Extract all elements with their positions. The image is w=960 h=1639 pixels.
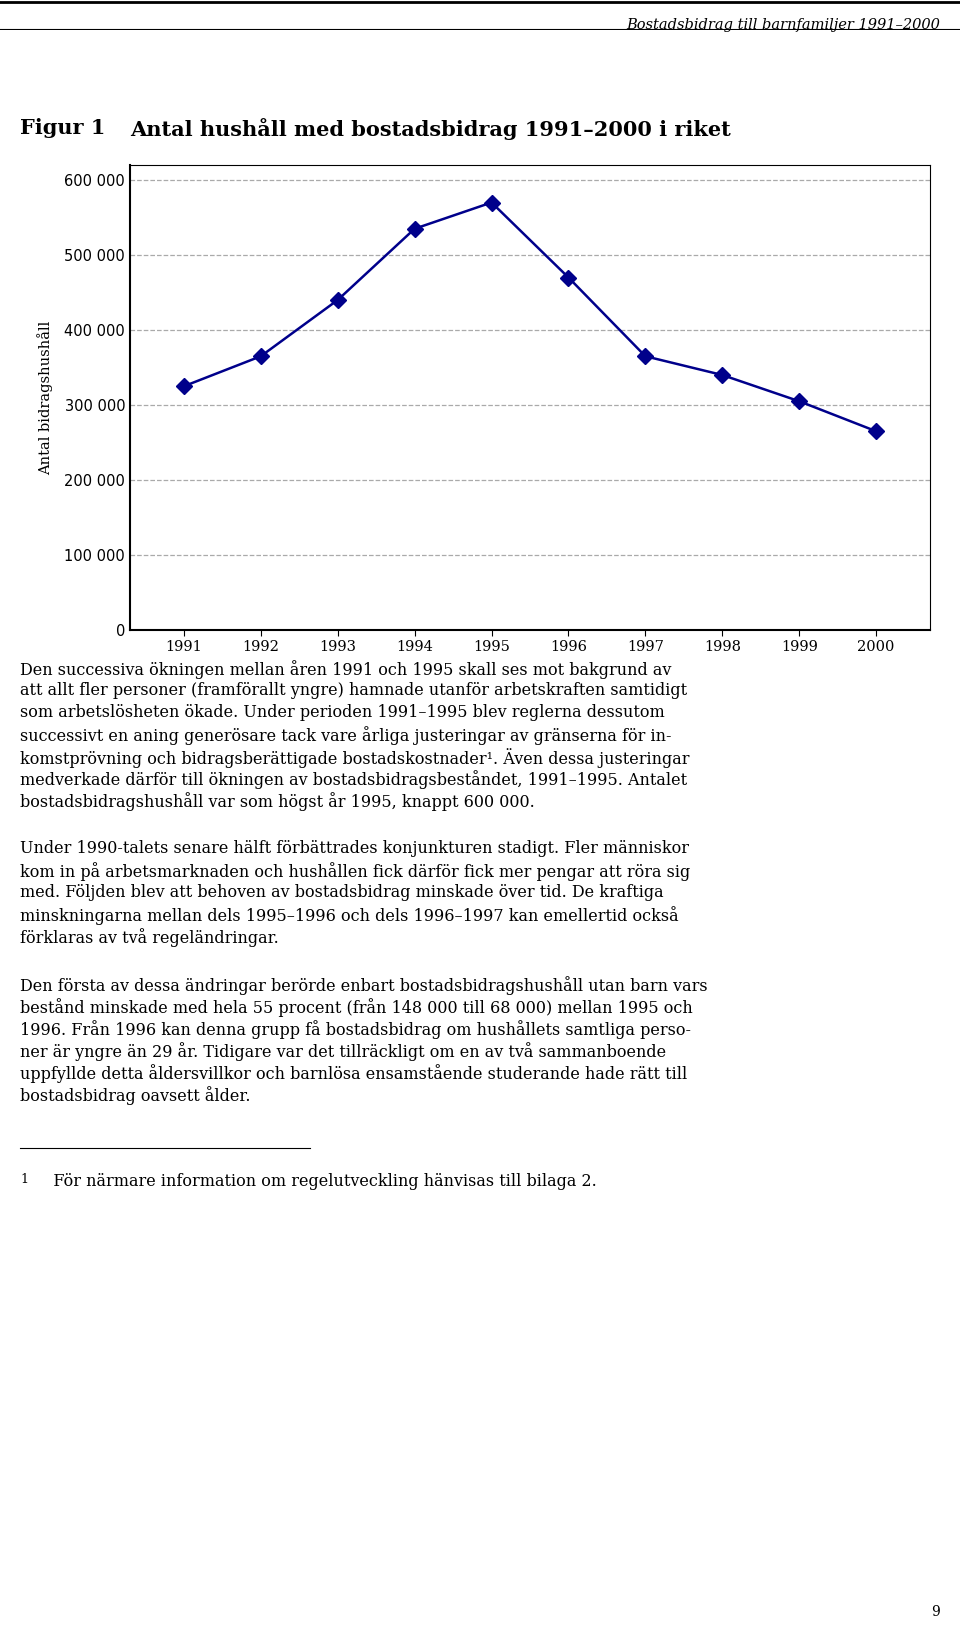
Text: ner är yngre än 29 år. Tidigare var det tillräckligt om en av två sammanboende: ner är yngre än 29 år. Tidigare var det … [20,1042,666,1060]
Text: 1: 1 [20,1174,28,1187]
Text: förklaras av två regeländringar.: förklaras av två regeländringar. [20,928,278,947]
Text: 1996. Från 1996 kan denna grupp få bostadsbidrag om hushållets samtliga perso-: 1996. Från 1996 kan denna grupp få bosta… [20,1019,691,1039]
Text: bostadsbidragshushåll var som högst år 1995, knappt 600 000.: bostadsbidragshushåll var som högst år 1… [20,792,535,811]
Text: Den successiva ökningen mellan åren 1991 och 1995 skall ses mot bakgrund av: Den successiva ökningen mellan åren 1991… [20,661,671,679]
Text: Antal hushåll med bostadsbidrag 1991–2000 i riket: Antal hushåll med bostadsbidrag 1991–200… [130,118,731,139]
Text: För närmare information om regelutveckling hänvisas till bilaga 2.: För närmare information om regelutveckli… [38,1174,597,1190]
Text: minskningarna mellan dels 1995–1996 och dels 1996–1997 kan emellertid också: minskningarna mellan dels 1995–1996 och … [20,906,679,924]
Text: bostadsbidrag oavsett ålder.: bostadsbidrag oavsett ålder. [20,1087,251,1105]
Text: kom in på arbetsmarknaden och hushållen fick därför fick mer pengar att röra sig: kom in på arbetsmarknaden och hushållen … [20,862,690,880]
Text: som arbetslösheten ökade. Under perioden 1991–1995 blev reglerna dessutom: som arbetslösheten ökade. Under perioden… [20,705,664,721]
Text: med. Följden blev att behoven av bostadsbidrag minskade över tid. De kraftiga: med. Följden blev att behoven av bostads… [20,883,663,901]
Text: uppfyllde detta åldersvillkor och barnlösa ensamstående studerande hade rätt til: uppfyllde detta åldersvillkor och barnlö… [20,1064,687,1083]
Text: Under 1990-talets senare hälft förbättrades konjunkturen stadigt. Fler människor: Under 1990-talets senare hälft förbättra… [20,841,689,857]
Text: Bostadsbidrag till barnfamiljer 1991–2000: Bostadsbidrag till barnfamiljer 1991–200… [626,18,940,33]
Text: medverkade därför till ökningen av bostadsbidragsbeståndet, 1991–1995. Antalet: medverkade därför till ökningen av bosta… [20,770,687,788]
Text: bestånd minskade med hela 55 procent (från 148 000 till 68 000) mellan 1995 och: bestånd minskade med hela 55 procent (fr… [20,998,693,1016]
Text: komstprövning och bidragsberättigade bostadskostnader¹. Även dessa justeringar: komstprövning och bidragsberättigade bos… [20,747,689,769]
Text: successivt en aning generösare tack vare årliga justeringar av gränserna för in-: successivt en aning generösare tack vare… [20,726,671,744]
Text: 9: 9 [931,1605,940,1619]
Text: Figur 1: Figur 1 [20,118,106,138]
Y-axis label: Antal bidragshushåll: Antal bidragshushåll [37,320,53,475]
Text: Den första av dessa ändringar berörde enbart bostadsbidragshushåll utan barn var: Den första av dessa ändringar berörde en… [20,975,708,995]
Text: att allt fler personer (framförallt yngre) hamnade utanför arbetskraften samtidi: att allt fler personer (framförallt yngr… [20,682,687,698]
